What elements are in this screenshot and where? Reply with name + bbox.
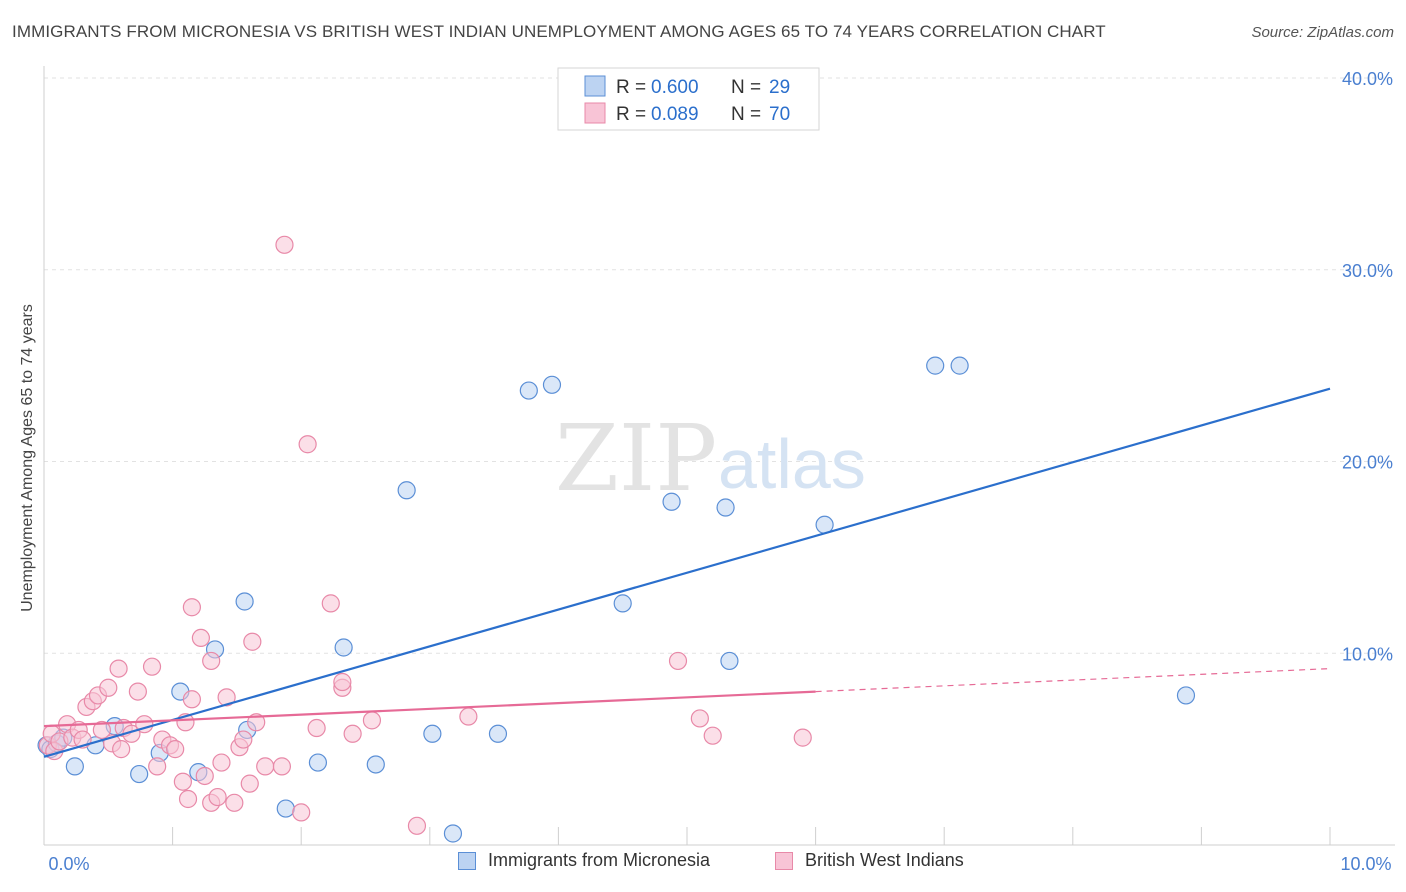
legend-swatch-micronesia-bottom xyxy=(458,851,476,870)
legend-r-value-1: 0.600 xyxy=(651,77,699,98)
point-micronesia xyxy=(1176,686,1196,705)
point-bwi xyxy=(225,793,244,812)
point-bwi xyxy=(166,740,185,759)
point-bwi xyxy=(272,757,292,776)
point-bwi xyxy=(333,672,352,692)
point-bwi xyxy=(256,757,275,776)
point-micronesia xyxy=(397,481,416,500)
watermark: ZIP atlas xyxy=(555,405,866,512)
point-bwi xyxy=(92,720,111,740)
legend-item-bwi[interactable]: British West Indians xyxy=(775,850,964,871)
point-bwi xyxy=(217,688,236,707)
trend-line-bwi xyxy=(43,690,816,728)
point-bwi xyxy=(240,774,259,793)
point-micronesia xyxy=(720,651,739,671)
point-bwi xyxy=(459,707,478,726)
point-micronesia xyxy=(65,757,84,776)
trend-line-bwi-extrapolated xyxy=(815,667,1331,693)
legend-swatch-micronesia xyxy=(584,75,606,97)
point-bwi xyxy=(148,757,167,776)
point-bwi xyxy=(182,598,201,617)
legend-r-label-2: R = xyxy=(616,104,646,125)
legend-swatch-bwi-bottom xyxy=(775,851,793,870)
correlation-legend: R = 0.600 N = 29 R = 0.089 N = 70 xyxy=(557,67,820,131)
trend-lines xyxy=(43,387,1331,758)
point-bwi xyxy=(191,628,210,648)
point-micronesia xyxy=(443,824,463,843)
point-micronesia xyxy=(926,356,945,375)
legend-n-value-2: 70 xyxy=(769,104,790,125)
point-bwi xyxy=(195,766,214,786)
point-bwi xyxy=(321,594,340,613)
point-bwi xyxy=(128,682,147,701)
x-tick-label-max: 10.0% xyxy=(1340,854,1391,874)
y-tick-label-30: 30.0% xyxy=(1342,261,1393,281)
point-bwi xyxy=(343,724,362,743)
point-bwi xyxy=(212,753,231,772)
point-micronesia xyxy=(334,638,353,657)
legend-n-label-2: N = xyxy=(731,104,761,125)
point-bwi xyxy=(362,711,382,730)
point-micronesia xyxy=(308,753,328,772)
chart-source: Source: ZipAtlas.com xyxy=(1251,24,1394,41)
legend-r-label-1: R = xyxy=(616,77,646,98)
point-bwi xyxy=(247,713,266,732)
point-micronesia xyxy=(716,498,735,517)
point-bwi xyxy=(109,659,128,678)
point-bwi xyxy=(307,718,326,738)
legend-r-value-2: 0.089 xyxy=(651,104,699,125)
legend-swatch-bwi xyxy=(584,102,606,124)
tick-labels: 10.0% 20.0% 30.0% 40.0% 0.0% 10.0% xyxy=(48,69,1393,874)
point-bwi xyxy=(243,632,262,651)
point-bwi xyxy=(112,740,131,759)
point-micronesia xyxy=(488,724,508,743)
point-bwi xyxy=(234,730,253,749)
legend-n-label-1: N = xyxy=(731,77,761,98)
point-micronesia xyxy=(662,492,681,511)
point-bwi xyxy=(703,726,722,745)
point-micronesia xyxy=(950,356,969,375)
point-micronesia xyxy=(130,764,149,784)
axes xyxy=(43,66,1395,846)
y-tick-label-20: 20.0% xyxy=(1342,453,1393,473)
point-micronesia xyxy=(366,755,385,774)
watermark-atlas: atlas xyxy=(718,425,866,503)
point-bwi xyxy=(292,803,311,822)
point-bwi xyxy=(407,816,427,835)
legend-label-micronesia: Immigrants from Micronesia xyxy=(488,850,711,870)
x-tick-label-min: 0.0% xyxy=(48,854,89,874)
point-micronesia xyxy=(542,375,562,394)
y-tick-label-10: 10.0% xyxy=(1342,644,1393,664)
point-micronesia xyxy=(276,799,295,818)
point-micronesia xyxy=(235,592,254,611)
y-tick-label-40: 40.0% xyxy=(1342,69,1393,89)
point-bwi xyxy=(182,690,201,709)
point-bwi xyxy=(173,772,192,791)
point-micronesia xyxy=(519,381,538,400)
point-bwi xyxy=(99,678,118,697)
point-bwi xyxy=(793,728,812,747)
point-bwi xyxy=(178,789,198,809)
point-bwi xyxy=(142,657,162,676)
point-bwi xyxy=(668,651,688,671)
point-micronesia xyxy=(423,724,442,743)
point-micronesia xyxy=(613,594,632,613)
legend-item-micronesia[interactable]: Immigrants from Micronesia xyxy=(458,850,710,871)
watermark-zip: ZIP xyxy=(555,405,717,512)
legend-n-value-1: 29 xyxy=(769,77,790,98)
point-bwi xyxy=(208,787,227,807)
gridlines xyxy=(44,77,1395,654)
chart-title: IMMIGRANTS FROM MICRONESIA VS BRITISH WE… xyxy=(12,22,1106,41)
point-bwi xyxy=(275,235,294,254)
point-bwi xyxy=(298,435,317,454)
trend-line-micronesia xyxy=(43,387,1331,758)
data-points xyxy=(37,235,1196,843)
point-bwi xyxy=(690,709,709,728)
series-legend: Immigrants from Micronesia British West … xyxy=(0,850,1406,880)
legend-label-bwi: British West Indians xyxy=(805,850,964,870)
point-bwi xyxy=(202,651,221,671)
